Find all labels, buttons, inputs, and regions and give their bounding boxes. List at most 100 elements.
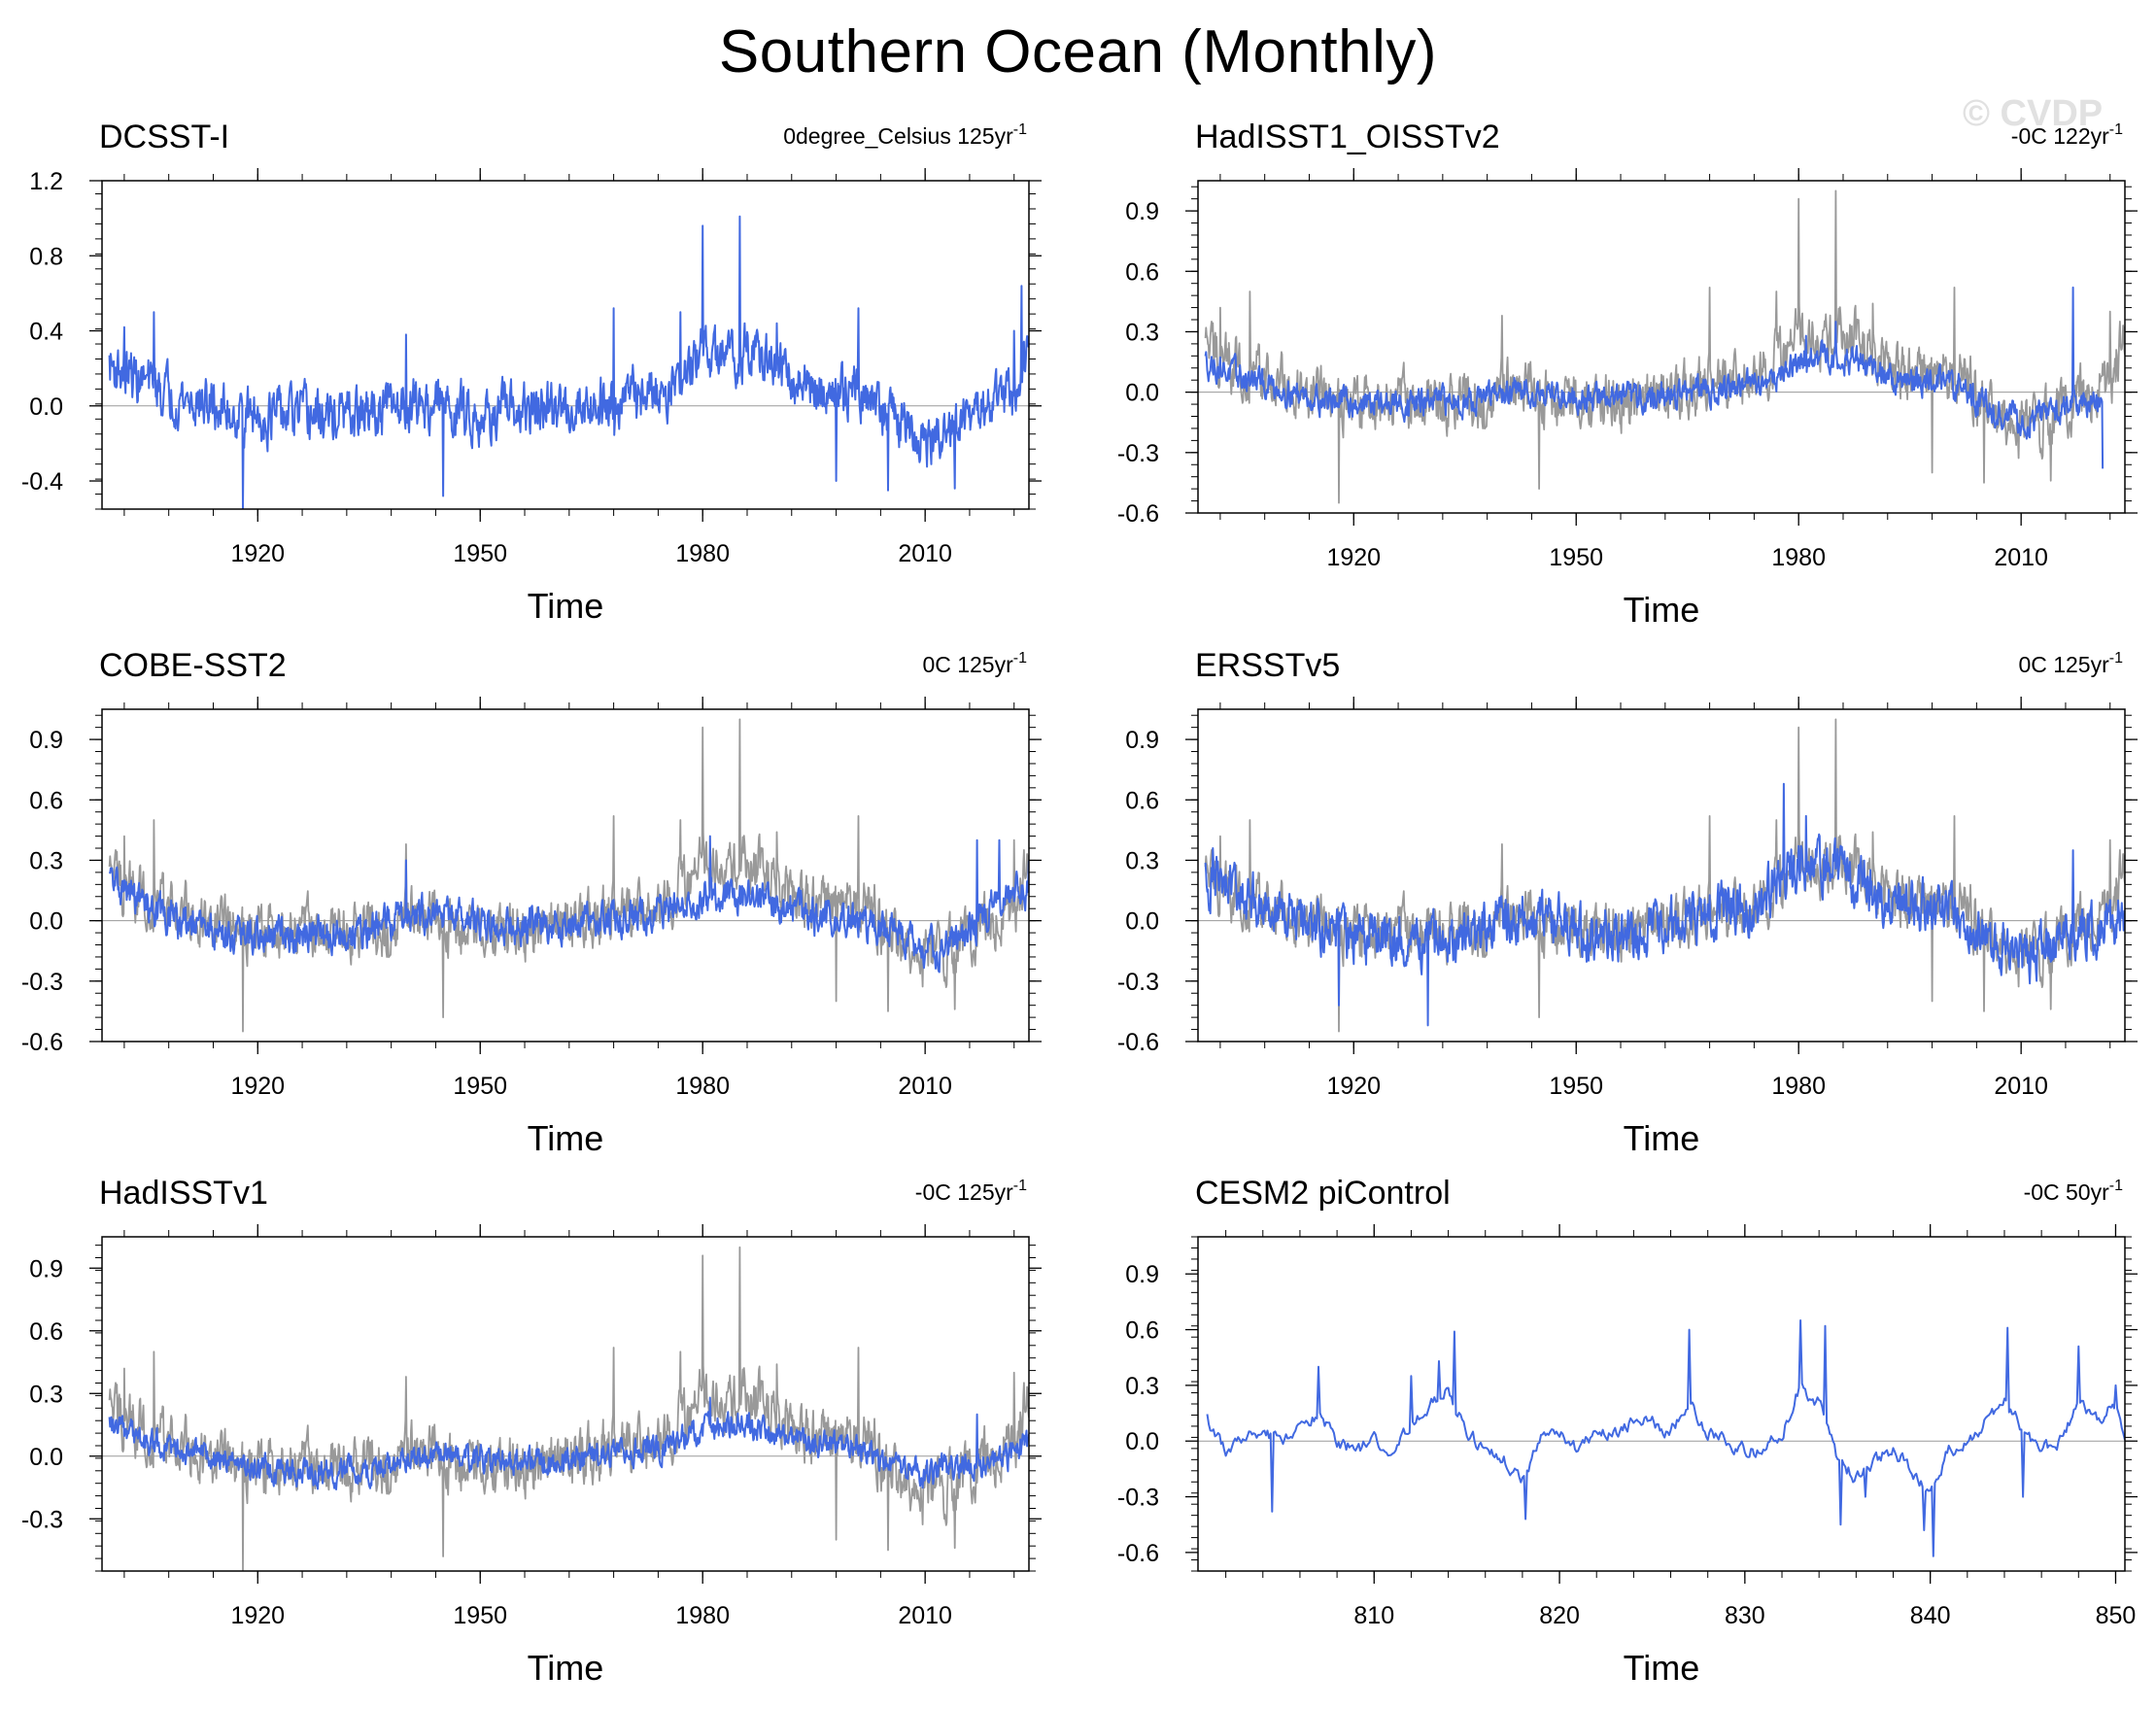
plot-frame: [1197, 180, 2126, 514]
x-tick-label: 1950: [1549, 1073, 1603, 1100]
chart-panel-2: -0.6 -0.3 0.0 0.3 0.6 0.9 1920 1950 1980 2010 Time…: [1117, 119, 2138, 630]
y-tick-label: 0.3: [29, 847, 63, 874]
y-tick-label: 0.9: [29, 1255, 63, 1282]
y-tick-label: 0.9: [1125, 1261, 1159, 1288]
x-axis-title: Time: [1624, 1648, 1700, 1688]
series-line-dcsst-i-reference-: [108, 1246, 1029, 1571]
panel-title: DCSST-I: [99, 119, 229, 155]
series-line-cobe-sst2: [108, 835, 1029, 974]
y-tick-label: 0.9: [1125, 198, 1159, 225]
y-tick-label: -0.4: [21, 468, 63, 496]
y-tick-label: 0.6: [1125, 787, 1159, 814]
x-tick-label: 810: [1353, 1602, 1394, 1629]
y-tick-label: -0.3: [21, 969, 63, 996]
series-line-cesm2-picontrol: [1206, 1319, 2125, 1557]
y-tick-label: 0.3: [1125, 319, 1159, 346]
plot-frame: [1197, 708, 2126, 1042]
y-tick-label: 0.6: [29, 1318, 63, 1346]
x-axis-title: Time: [528, 1118, 604, 1158]
x-tick-label: 830: [1725, 1602, 1765, 1629]
x-tick-label: 2010: [1994, 544, 2048, 571]
panel-units: 0C 125yr-1: [922, 650, 1027, 677]
y-tick-label: 0.9: [1125, 727, 1159, 754]
x-tick-label: 1950: [453, 1073, 507, 1100]
y-tick-label: 1.2: [29, 168, 63, 195]
panel-units: 0degree_Celsius 125yr-1: [783, 121, 1027, 149]
x-tick-label: 1980: [1771, 1073, 1826, 1100]
plot-frame: [1197, 1236, 2126, 1572]
x-tick-label: 1950: [1549, 544, 1603, 571]
y-tick-label: 0.9: [29, 727, 63, 754]
y-tick-label: 0.6: [1125, 1317, 1159, 1345]
series-line-hadisstv1: [108, 1396, 1029, 1490]
plot-frame: [101, 180, 1030, 510]
y-tick-label: 0.0: [1125, 380, 1159, 407]
chart-panel-1: -0.4 0.0 0.4 0.8 1.2 1920 1950 1980 2010 Time DCSS…: [21, 119, 1042, 626]
y-tick-label: 0.0: [1125, 1428, 1159, 1455]
y-tick-label: -0.6: [1117, 1540, 1159, 1567]
y-tick-label: 0.3: [29, 1381, 63, 1408]
panel-units: -0C 50yr-1: [2024, 1178, 2124, 1205]
panel-title: ERSSTv5: [1195, 647, 1340, 684]
x-tick-label: 2010: [898, 1602, 952, 1629]
plot-frame: [101, 708, 1030, 1042]
chart-panel-4: -0.6 -0.3 0.0 0.3 0.6 0.9 1920 1950 1980 2010 Time…: [1117, 647, 2138, 1158]
x-tick-label: 1920: [1326, 1073, 1381, 1100]
y-tick-label: -0.6: [1117, 500, 1159, 528]
x-tick-label: 1920: [1326, 544, 1381, 571]
x-tick-label: 1980: [1771, 544, 1826, 571]
series-line-hadisst1-oisstv2: [1204, 286, 2105, 469]
y-tick-label: 0.6: [1125, 258, 1159, 286]
series-line-dcsst-i-reference-: [1204, 718, 2125, 1033]
x-tick-label: 1920: [230, 540, 285, 567]
y-tick-label: -0.3: [21, 1506, 63, 1533]
panel-units: -0C 125yr-1: [915, 1178, 1027, 1205]
y-tick-label: -0.6: [1117, 1029, 1159, 1056]
x-tick-label: 2010: [898, 540, 952, 567]
panel-title: COBE-SST2: [99, 647, 287, 684]
chart-panel-6: -0.6 -0.3 0.0 0.3 0.6 0.9 810 820 830 840 850 Time C…: [1117, 1175, 2138, 1688]
page-title: Southern Ocean (Monthly): [718, 18, 1438, 85]
x-tick-label: 2010: [1994, 1073, 2048, 1100]
x-axis-title: Time: [1624, 590, 1700, 630]
x-tick-label: 840: [1910, 1602, 1951, 1629]
x-tick-label: 1980: [675, 540, 730, 567]
x-tick-label: 820: [1539, 1602, 1580, 1629]
series-line-dcsst-i: [108, 215, 1029, 509]
series-line-ersstv5: [1204, 782, 2125, 1027]
chart-panel-3: -0.6 -0.3 0.0 0.3 0.6 0.9 1920 1950 1980 2010 Time…: [21, 647, 1042, 1158]
x-tick-label: 1980: [675, 1602, 730, 1629]
x-tick-label: 850: [2096, 1602, 2137, 1629]
y-tick-label: 0.4: [29, 319, 63, 346]
y-tick-label: 0.0: [29, 1444, 63, 1471]
chart-panel-5: -0.3 0.0 0.3 0.6 0.9 1920 1950 1980 2010 Time HadI…: [21, 1175, 1042, 1688]
x-axis-title: Time: [1624, 1118, 1700, 1158]
plot-frame: [101, 1236, 1030, 1572]
x-tick-label: 1920: [230, 1073, 285, 1100]
series-line-dcsst-i-reference-: [1204, 189, 2125, 504]
panel-title: HadISSTv1: [99, 1175, 268, 1212]
panel-units: -0C 122yr-1: [2011, 121, 2123, 149]
y-tick-label: -0.6: [21, 1029, 63, 1056]
y-tick-label: 0.3: [1125, 1373, 1159, 1400]
panel-title: CESM2 piControl: [1195, 1175, 1451, 1212]
panel-units: 0C 125yr-1: [2018, 650, 2123, 677]
y-tick-label: -0.3: [1117, 1485, 1159, 1512]
x-axis-title: Time: [528, 1648, 604, 1688]
y-tick-label: 0.3: [1125, 847, 1159, 874]
x-tick-label: 2010: [898, 1073, 952, 1100]
series-line-dcsst-i-reference-: [108, 718, 1029, 1033]
y-tick-label: -0.3: [1117, 969, 1159, 996]
y-tick-label: 0.6: [29, 787, 63, 814]
x-tick-label: 1980: [675, 1073, 730, 1100]
y-tick-label: -0.3: [1117, 440, 1159, 467]
y-tick-label: 0.0: [29, 393, 63, 421]
y-tick-label: 0.0: [1125, 908, 1159, 936]
x-axis-title: Time: [528, 586, 604, 626]
y-tick-label: 0.0: [29, 908, 63, 936]
y-tick-label: 0.8: [29, 243, 63, 270]
x-tick-label: 1950: [453, 540, 507, 567]
x-tick-label: 1950: [453, 1602, 507, 1629]
panel-title: HadISST1_OISSTv2: [1195, 119, 1500, 155]
